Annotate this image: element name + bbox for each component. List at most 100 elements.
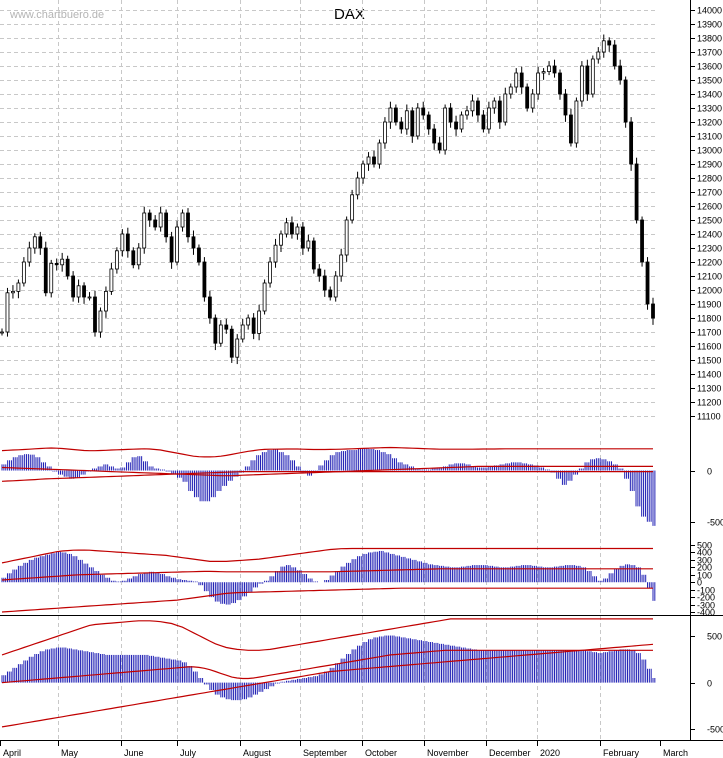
indicator-tick-label: 500	[697, 541, 712, 551]
price-candle	[503, 93, 508, 123]
price-candle	[344, 219, 349, 256]
price-candle	[317, 268, 322, 277]
price-candle	[552, 65, 557, 74]
price-candle	[142, 212, 147, 249]
price-candle	[186, 212, 190, 238]
price-tick-label: 12400	[697, 230, 722, 240]
price-candle	[399, 121, 404, 130]
price-candle	[476, 100, 480, 116]
month-label: August	[243, 748, 272, 758]
price-candle	[213, 317, 218, 344]
price-tick-label: 11200	[697, 398, 721, 408]
price-tick-label: 12300	[697, 244, 722, 254]
price-candle	[273, 244, 278, 263]
price-candle	[76, 285, 81, 298]
price-candle	[5, 292, 10, 333]
price-candle	[136, 247, 141, 266]
price-tick-label: 11300	[697, 384, 721, 394]
band-line	[1, 587, 653, 613]
price-candle	[623, 79, 628, 123]
price-candle	[322, 275, 327, 291]
price-candle	[284, 222, 289, 235]
price-candle	[366, 156, 371, 165]
price-candle	[355, 177, 360, 196]
price-candle	[32, 236, 37, 249]
price-candle	[38, 236, 43, 249]
price-candle	[109, 268, 114, 292]
price-candle	[27, 247, 32, 263]
price-candle	[49, 262, 54, 294]
price-tick-label: 12500	[697, 216, 722, 226]
price-candle	[601, 40, 606, 53]
indicator-tick-label: 400	[697, 548, 712, 558]
price-candle	[197, 247, 201, 263]
month-label: May	[61, 748, 79, 758]
price-tick-label: 11800	[697, 314, 721, 324]
month-label: October	[365, 748, 397, 758]
price-candle	[459, 114, 464, 130]
month-label: April	[3, 748, 21, 758]
price-candle	[383, 121, 387, 144]
price-candle	[93, 296, 97, 333]
price-candle	[218, 324, 223, 344]
price-tick-label: 13600	[697, 62, 722, 72]
price-tick-label: 13100	[697, 132, 722, 142]
month-label: March	[663, 748, 688, 758]
band-line	[1, 465, 653, 477]
price-candle	[497, 100, 502, 123]
price-tick-label: 13000	[697, 146, 722, 156]
price-candle	[618, 65, 623, 81]
price-candle	[563, 93, 568, 116]
price-tick-label: 14000	[697, 6, 722, 16]
price-candle	[377, 142, 382, 165]
band-line	[1, 446, 653, 458]
price-candle	[235, 338, 240, 358]
indicator-tick-label: -300	[697, 601, 715, 611]
price-candle	[311, 240, 316, 270]
price-tick-label: 13300	[697, 104, 722, 114]
price-candle	[295, 226, 300, 235]
price-candle	[268, 261, 272, 284]
price-candle	[525, 86, 530, 109]
month-label: July	[180, 748, 197, 758]
indicator-tick-label: 100	[697, 571, 712, 581]
price-candle	[339, 254, 344, 277]
band-line	[1, 547, 653, 564]
price-candle	[125, 233, 130, 252]
price-candle	[229, 328, 234, 358]
price-candle	[328, 289, 333, 298]
indicator-tick-label: 500	[707, 632, 722, 642]
price-candle	[120, 233, 125, 252]
indicator-tick-label: -500	[707, 725, 723, 735]
price-candle	[612, 44, 617, 67]
price-candle	[574, 100, 579, 144]
price-candle	[257, 310, 262, 334]
price-candle	[465, 110, 469, 116]
price-candle	[547, 65, 551, 72]
indicator-tick-label: 0	[707, 467, 712, 477]
price-tick-label: 13400	[697, 90, 722, 100]
price-candle	[404, 110, 409, 130]
price-candle	[426, 114, 431, 130]
price-candle	[558, 72, 562, 95]
price-tick-label: 12900	[697, 160, 722, 170]
watermark: www.chartbuero.de	[10, 9, 105, 21]
price-tick-label: 12600	[697, 202, 722, 212]
indicator-tick-label: 0	[707, 679, 712, 689]
indicator-tick-label: 200	[697, 563, 712, 573]
price-candle	[443, 107, 448, 151]
price-candle	[104, 290, 108, 312]
indicator-tick-label: 300	[697, 556, 712, 566]
price-candle	[114, 250, 119, 270]
price-candle	[279, 233, 283, 246]
price-candle	[207, 296, 212, 319]
price-tick-label: 13800	[697, 34, 722, 44]
price-tick-label: 12700	[697, 188, 722, 198]
price-candle	[175, 226, 179, 263]
price-tick-label: 13200	[697, 118, 722, 128]
month-label: December	[489, 748, 531, 758]
price-candle	[645, 261, 650, 305]
price-candle	[481, 114, 486, 130]
band-line	[1, 618, 653, 656]
